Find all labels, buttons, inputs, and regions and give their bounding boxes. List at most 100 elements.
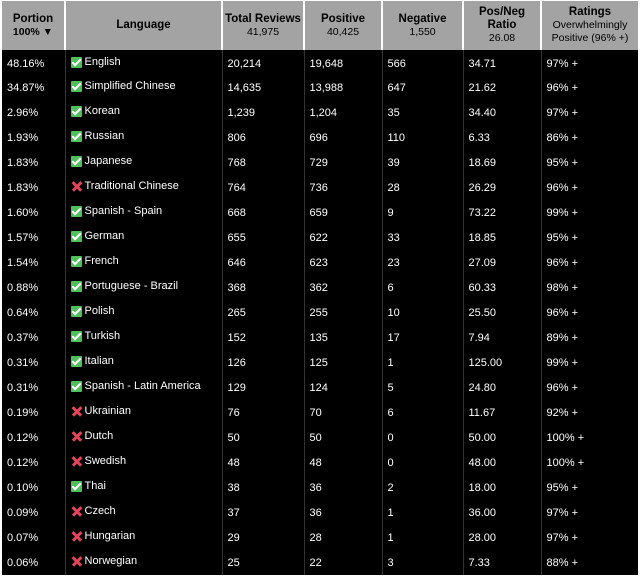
rating-cell: 95% + [540,475,638,500]
positive-cell: 622 [303,225,382,250]
negative-cell: 566 [381,50,463,75]
language-entry: Spanish - Latin America [70,380,201,393]
check-icon [70,130,82,142]
portion-cell: 48.16% [7,57,45,70]
portion-cell: 0.88% [7,281,39,294]
total-reviews-cell: 37 [221,500,304,525]
negative-cell: 9 [381,200,463,225]
language-header-label: Language [116,19,171,31]
rating-cell: 95% + [540,225,638,250]
language-column-header[interactable]: Language [65,1,223,50]
ratings-header-overall: Overwhelmingly Positive (96% +) [551,19,629,44]
language-entry: Japanese [70,155,132,167]
rating-cell: 100% + [540,450,638,475]
positive-cell: 70 [303,400,382,425]
cross-icon [71,456,82,467]
language-name: Thai [84,480,106,493]
table-row: 34.87% Simplified Chinese 14,635 13,988 647 2… [2,75,638,100]
total-reviews-cell: 368 [221,275,304,300]
negative-cell: 647 [381,75,463,100]
portion-cell: 0.06% [7,556,39,569]
total-reviews-cell: 38 [221,475,304,500]
positive-cell: 22 [303,550,382,575]
language-name: Dutch [84,430,114,443]
check-icon [70,56,82,68]
table-row: 0.06% Norwegian 25 22 3 7.33 88% + [2,550,638,575]
positive-cell: 19,648 [303,50,382,75]
table-row: 0.88% Portuguese - Brazil 368 362 6 60.33 98% … [2,275,638,300]
check-icon [70,255,82,267]
total-reviews-cell: 646 [221,250,304,275]
rating-cell: 96% + [540,250,638,275]
total-reviews-cell: 764 [221,175,304,200]
check-icon [70,230,82,242]
ratings-column-header[interactable]: Ratings Overwhelmingly Positive (96% +) [541,1,638,50]
language-name: Spanish - Latin America [84,380,201,393]
positive-column-header[interactable]: Positive 40,425 [304,1,383,50]
cross-icon [71,531,82,542]
positive-cell: 124 [303,375,382,400]
positive-cell: 255 [303,300,382,325]
language-cell: Portuguese - Brazil [64,275,222,300]
positive-cell: 729 [303,150,382,175]
language-name: Polish [84,305,115,318]
ratio-cell: 27.09 [462,250,541,275]
positive-cell: 623 [303,250,382,275]
rating-cell: 97% + [540,50,638,75]
portion-column-header[interactable]: Portion 100% ▼ [2,1,66,50]
ratio-column-header[interactable]: Pos/Neg Ratio 26.08 [463,1,542,50]
total-reviews-cell: 25 [221,550,304,575]
total-reviews-column-header[interactable]: Total Reviews 41,975 [222,1,305,50]
language-cell: English [64,50,222,75]
negative-cell: 28 [381,175,463,200]
positive-cell: 135 [303,325,382,350]
rating-cell: 86% + [540,125,638,150]
language-cell: Swedish [64,450,222,475]
language-cell: Italian [64,350,222,375]
table-row: 1.93% Russian 806 696 110 6.33 86% + [2,125,638,150]
negative-cell: 39 [381,150,463,175]
table-row: 1.60% Spanish - Spain 668 659 9 73.22 99% + [2,200,638,225]
language-cell: French [64,250,222,275]
language-entry: Ukrainian [71,405,131,417]
check-icon [70,155,82,167]
language-name: French [84,255,119,268]
portion-cell: 1.60% [7,206,39,219]
negative-cell: 6 [381,275,463,300]
language-entry: German [70,230,124,242]
total-reviews-cell: 129 [221,375,304,400]
portion-header-total: 100% ▼ [12,25,54,38]
language-name: Czech [84,505,116,518]
total-reviews-cell: 48 [221,450,304,475]
ratio-cell: 125.00 [462,350,541,375]
negative-cell: 2 [381,475,463,500]
total-reviews-cell: 20,214 [221,50,304,75]
language-cell: Spanish - Spain [64,200,222,225]
language-name: Portuguese - Brazil [84,280,179,293]
language-cell: Traditional Chinese [64,175,222,200]
rating-cell: 99% + [540,350,638,375]
language-name: Italian [84,355,114,368]
table-row: 0.19% Ukrainian 76 70 6 11.67 92% + [2,400,638,425]
rating-cell: 92% + [540,400,638,425]
table-row: 0.12% Dutch 50 50 0 50.00 100% + [2,425,638,450]
negative-cell: 10 [381,300,463,325]
language-entry: Italian [70,355,114,368]
language-name: Turkish [84,330,121,343]
language-entry: Czech [71,505,116,517]
table-row: 0.31% Spanish - Latin America 129 124 5 24.80… [2,375,638,400]
total-reviews-cell: 1,239 [221,100,304,125]
negative-cell: 1 [381,500,463,525]
positive-header-label: Positive [320,12,366,25]
check-icon [70,330,82,342]
portion-header-label: Portion [12,12,54,25]
table-row: 0.12% Swedish 48 48 0 48.00 100% + [2,450,638,475]
negative-cell: 23 [381,250,463,275]
ratio-cell: 73.22 [462,200,541,225]
table-row: 48.16% English 20,214 19,648 566 34.71 97% + [2,50,638,75]
rating-cell: 96% + [540,300,638,325]
negative-column-header[interactable]: Negative 1,550 [382,1,464,50]
language-cell: Simplified Chinese [64,75,222,100]
cross-icon [71,181,82,192]
language-cell: Thai [64,475,222,500]
